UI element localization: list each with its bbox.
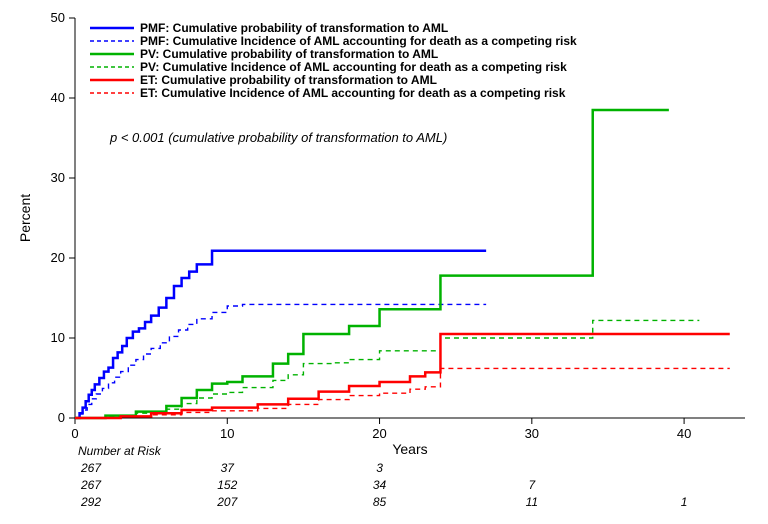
series-pmf-solid [75,251,486,418]
legend-label: ET: Cumulative Incidence of AML accounti… [140,86,566,100]
risk-value: 1 [681,495,688,509]
risk-value: 11 [526,495,538,509]
risk-value: 37 [221,461,236,475]
risk-value: 207 [216,495,238,509]
risk-value: 152 [217,478,237,492]
legend-label: PMF: Cumulative probability of transform… [140,21,448,35]
legend-label: PV: Cumulative probability of transforma… [140,47,438,61]
y-tick-label: 20 [51,250,65,265]
risk-value: 267 [80,478,102,492]
x-tick-label: 20 [372,426,386,441]
y-tick-label: 30 [51,170,65,185]
risk-value: 7 [528,478,536,492]
risk-value: 85 [373,495,387,509]
y-tick-label: 40 [51,90,65,105]
legend-label: PV: Cumulative Incidence of AML accounti… [140,60,567,74]
x-tick-label: 40 [677,426,691,441]
risk-value: 3 [376,461,383,475]
legend-label: PMF: Cumulative Incidence of AML account… [140,34,577,48]
survival-chart: 0 10 20 30 40 50 0 10 20 30 40 Years Percent PMF: Cum… [0,0,768,524]
x-tick-label: 0 [71,426,78,441]
number-at-risk-label: Number at Risk [78,444,162,458]
y-axis-title: Percent [17,194,33,242]
x-tick-label: 10 [220,426,234,441]
y-tick-label: 10 [51,330,65,345]
legend-label: ET: Cumulative probability of transforma… [140,73,437,87]
series-et-dash [75,368,730,418]
y-tick-label: 50 [51,10,65,25]
series-pmf-dash [75,304,486,418]
risk-value: 292 [80,495,101,509]
risk-value: 267 [80,461,102,475]
series-pv-solid [75,110,669,418]
x-tick-label: 30 [525,426,539,441]
y-tick-label: 0 [58,410,65,425]
risk-value: 34 [373,478,387,492]
chart-container: { "canvas": { "width": 768, "height": 52… [0,0,768,524]
p-value-text: p < 0.001 (cumulative probability of tra… [109,130,447,145]
x-axis-title: Years [392,441,427,457]
